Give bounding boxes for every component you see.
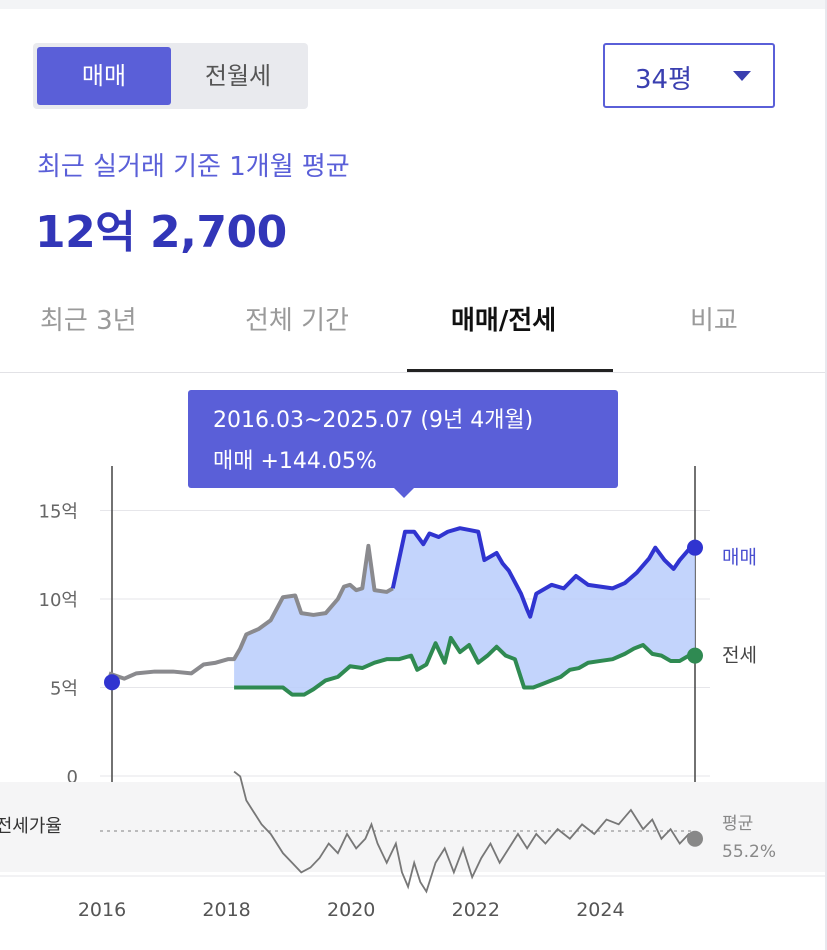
sale-line: [390, 526, 696, 619]
selected-tab-indicator: [407, 369, 613, 372]
ratio-panel: [0, 782, 825, 872]
x-tick-label: 2016: [78, 899, 126, 921]
ratio-axis-label: 전세가율: [0, 816, 62, 837]
caret-down-icon: [733, 71, 751, 81]
y-tick-label: 0: [67, 767, 78, 788]
x-tick-label: 2024: [576, 899, 624, 921]
area-select-value: 34평: [635, 65, 693, 95]
jeonse-line: [234, 635, 695, 697]
y-tick-label: 10억: [39, 590, 78, 611]
lease-toggle-button[interactable]: 전월세: [204, 62, 272, 90]
x-tick-label: 2022: [452, 899, 500, 921]
sale-end-marker: [687, 539, 703, 556]
x-tick-label: 2018: [202, 899, 250, 921]
average-price: 12억 2,700: [35, 207, 287, 258]
tooltip-change: 매매 +144.05%: [213, 449, 377, 474]
y-tick-label: 5억: [50, 679, 78, 700]
area-select[interactable]: 34평: [603, 43, 775, 108]
jeonse-ratio-line: [233, 770, 696, 894]
sale-history-line: [108, 543, 394, 681]
tooltip-arrow: [393, 487, 415, 498]
price-basis-label: 최근 실거래 기준 1개월 평균: [37, 152, 350, 182]
tab-all-period[interactable]: 전체 기간: [245, 306, 349, 336]
jeonse-end-marker: [687, 647, 703, 664]
tab-compare[interactable]: 비교: [690, 306, 738, 336]
trade-type-toggle: 매매 전월세: [33, 43, 308, 109]
top-strip: [0, 0, 827, 9]
start-marker: [104, 674, 120, 691]
sale-series-label: 매매: [722, 547, 757, 569]
y-tick-label: 15억: [39, 502, 78, 523]
sale-jeonse-gap-area: [234, 528, 695, 695]
tabs-divider: [0, 372, 825, 373]
ratio-average-value: 55.2%: [722, 842, 776, 862]
ratio-average-label: 평균: [722, 814, 753, 834]
period-tooltip: 2016.03~2025.07 (9년 4개월) 매매 +144.05%: [188, 390, 618, 498]
tab-recent-3-years[interactable]: 최근 3년: [40, 306, 137, 336]
ratio-end-marker: [687, 830, 703, 847]
tab-sale-jeonse[interactable]: 매매/전세: [451, 306, 557, 336]
x-tick-label: 2020: [327, 899, 375, 921]
tooltip-period: 2016.03~2025.07 (9년 4개월): [213, 408, 534, 433]
panel-border: [825, 0, 827, 950]
jeonse-series-label: 전세: [722, 645, 757, 667]
sale-toggle-button[interactable]: 매매: [37, 47, 171, 105]
